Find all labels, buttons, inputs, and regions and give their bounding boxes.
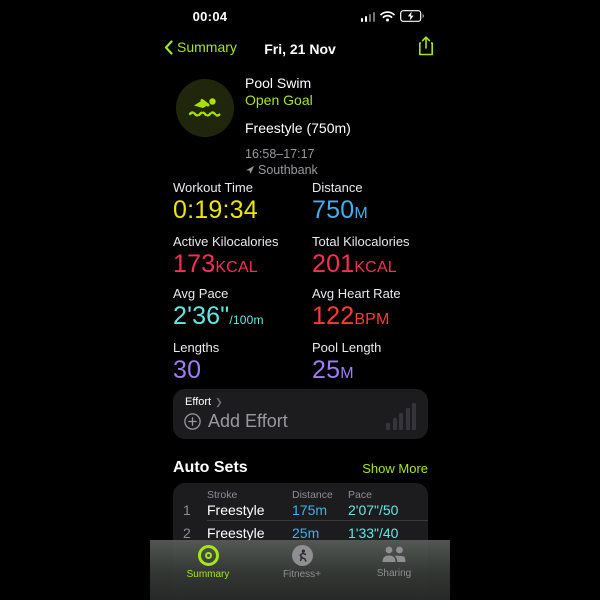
effort-card: Effort ❯ Add Effort [173, 389, 428, 439]
chevron-left-icon [164, 39, 173, 55]
nav-bar: Summary Fri, 21 Nov [150, 36, 450, 62]
metric-label: Avg Pace [173, 286, 229, 301]
metric-total-kcal: Total Kilocalories 201KCAL [312, 234, 450, 279]
set-stroke: Freestyle [207, 525, 265, 541]
metric-unit: KCAL [354, 259, 397, 276]
workout-location-label: Southbank [258, 162, 318, 177]
column-header-pace: Pace [348, 489, 372, 501]
tab-label: Summary [186, 569, 230, 580]
sharing-people-icon [382, 546, 406, 562]
share-button[interactable] [418, 36, 434, 61]
workout-time-range: 16:58–17:17 [245, 147, 315, 161]
tab-label: Fitness+ [282, 569, 322, 580]
show-more-button[interactable]: Show More [362, 461, 428, 476]
workout-detail: Freestyle (750m) [245, 120, 351, 136]
metric-unit: KCAL [215, 259, 258, 276]
metric-pool-length: Pool Length 25M [312, 340, 450, 385]
set-pace: 1'33"/40 [348, 525, 399, 541]
share-icon [419, 36, 433, 56]
metric-label: Total Kilocalories [312, 234, 410, 249]
effort-section-header: Effort ❯ [185, 396, 223, 408]
workout-icon-badge [176, 79, 234, 137]
metric-value: 30 [173, 356, 202, 384]
metric-active-kcal: Active Kilocalories 173KCAL [173, 234, 318, 279]
metric-avg-pace: Avg Pace 2'36"/100m [173, 286, 318, 331]
tab-bar: Summary Fitness+ Sharing [150, 540, 450, 600]
add-effort-label: Add Effort [208, 411, 288, 431]
metric-label: Distance [312, 180, 363, 195]
set-index: 2 [183, 525, 191, 541]
fitness-plus-icon [291, 545, 313, 566]
column-header-distance: Distance [292, 489, 333, 501]
plus-circle-icon [184, 413, 201, 430]
metric-label: Avg Heart Rate [312, 286, 401, 301]
metric-unit: BPM [354, 311, 390, 328]
set-index: 1 [183, 502, 191, 518]
metric-unit: /100m [229, 313, 264, 327]
cellular-signal-icon [360, 11, 375, 22]
metric-avg-heart-rate: Avg Heart Rate 122BPM [312, 286, 450, 331]
metric-unit: M [354, 205, 368, 222]
set-pace: 2'07"/50 [348, 502, 399, 518]
chevron-right-icon: ❯ [215, 396, 223, 407]
workout-location: Southbank [245, 162, 351, 177]
tab-sharing[interactable]: Sharing [359, 545, 429, 579]
tab-label: Sharing [376, 568, 412, 579]
metric-lengths: Lengths 30 [173, 340, 318, 385]
effort-bars-icon [386, 403, 416, 430]
location-arrow-icon [246, 165, 254, 174]
metric-value: 0:19:34 [173, 196, 258, 224]
workout-goal: Open Goal [245, 92, 313, 108]
metric-label: Workout Time [173, 180, 253, 195]
auto-sets-title: Auto Sets [173, 459, 248, 476]
metric-value: 750 [312, 196, 355, 224]
metric-value: 25 [312, 356, 341, 384]
phone-screen: 00:04 Summary Fri [150, 0, 450, 600]
set-stroke: Freestyle [207, 502, 265, 518]
column-header-stroke: Stroke [207, 489, 238, 501]
tab-summary[interactable]: Summary [173, 545, 243, 580]
battery-charging-icon [400, 10, 424, 22]
metric-value: 173 [173, 250, 216, 278]
workout-header: Pool Swim Open Goal Freestyle (750m) 16:… [245, 76, 351, 176]
metric-value: 201 [312, 250, 355, 278]
add-effort-button[interactable]: Add Effort [184, 411, 288, 432]
metric-distance: Distance 750M [312, 180, 450, 225]
effort-label: Effort [185, 396, 212, 408]
metric-label: Active Kilocalories [173, 234, 279, 249]
set-distance: 175m [292, 502, 328, 518]
set-distance: 25m [292, 525, 320, 541]
activity-rings-icon [197, 545, 219, 566]
nav-title: Fri, 21 Nov [264, 41, 336, 57]
back-button[interactable]: Summary [164, 39, 237, 55]
wifi-icon [380, 10, 395, 21]
metric-value: 122 [312, 302, 355, 330]
metric-value: 2'36" [173, 302, 230, 330]
metric-label: Pool Length [312, 340, 382, 355]
workout-type: Pool Swim [245, 75, 312, 91]
metric-workout-time: Workout Time 0:19:34 [173, 180, 318, 225]
status-icons [360, 10, 424, 22]
status-time: 00:04 [192, 9, 228, 24]
metric-label: Lengths [173, 340, 220, 355]
pool-swim-icon [188, 98, 222, 117]
row-divider [207, 520, 428, 521]
metric-unit: M [340, 365, 354, 382]
tab-fitness-plus[interactable]: Fitness+ [267, 545, 337, 580]
back-label: Summary [177, 39, 237, 55]
